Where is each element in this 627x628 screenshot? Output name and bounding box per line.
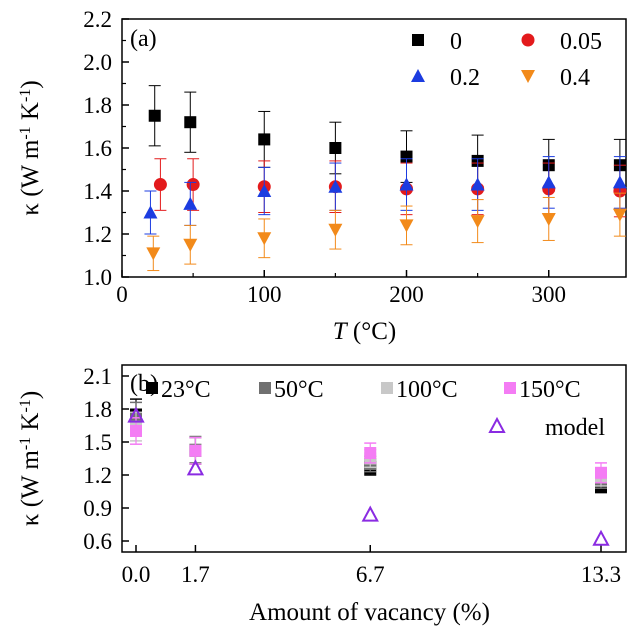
data-point: [130, 425, 142, 437]
data-point: [189, 445, 201, 457]
data-point: [613, 209, 627, 222]
legend-label: 50°C: [274, 377, 324, 403]
legend-label: model: [545, 415, 605, 441]
data-point: [471, 215, 485, 228]
panel-b: 0.60.91.21.51.82.10.0 1.7 6.7 13.3(b)Amount…: [17, 364, 627, 626]
y-tick-label: 2.0: [83, 50, 112, 75]
data-point: [613, 175, 627, 188]
x-tick-label: 13.3: [581, 562, 621, 587]
x-tick-label: 100: [247, 282, 282, 307]
x-tick-label: 6.7: [356, 562, 385, 587]
data-point: [257, 232, 271, 245]
data-point: [400, 219, 414, 232]
x-tick-label: 1.7: [181, 562, 210, 587]
y-tick-label: 0.6: [83, 529, 112, 554]
y-tick-label: 1.0: [83, 265, 112, 290]
y-tick-label: 1.8: [83, 93, 112, 118]
legend-label: 100°C: [396, 377, 458, 403]
data-point: [542, 213, 556, 226]
panel-label: (a): [130, 26, 157, 52]
legend-marker: [504, 382, 516, 394]
plot-frame: [122, 19, 626, 277]
data-point: [364, 447, 376, 459]
legend-marker: [522, 34, 535, 47]
y-axis-label: κ (W m-1 K-1): [17, 391, 45, 526]
legend-marker: [381, 382, 393, 394]
data-point: [149, 110, 161, 122]
x-axis-label: Amount of vacancy (%): [249, 599, 490, 626]
legend-marker: [412, 34, 424, 46]
data-point: [329, 142, 341, 154]
legend-marker: [411, 69, 425, 82]
y-axis-label: κ (W m-1 K-1): [17, 80, 45, 215]
y-tick-label: 1.6: [83, 136, 112, 161]
legend-label: 0.05: [560, 29, 602, 55]
data-point: [542, 175, 556, 188]
data-point: [183, 239, 197, 252]
y-tick-label: 1.2: [83, 222, 112, 247]
y-tick-label: 1.8: [83, 397, 112, 422]
x-tick-label: 300: [532, 282, 567, 307]
data-point: [400, 178, 414, 191]
legend-marker: [146, 382, 158, 394]
x-tick-label: 0: [116, 282, 128, 307]
data-point: [146, 247, 160, 260]
x-tick-label: 200: [389, 282, 424, 307]
x-tick-label: 0.0: [122, 562, 151, 587]
data-point: [471, 178, 485, 191]
y-tick-label: 2.1: [83, 364, 112, 389]
y-tick-label: 1.2: [83, 463, 112, 488]
y-tick-label: 1.4: [83, 179, 112, 204]
data-point: [187, 178, 200, 191]
legend-label: 0.4: [560, 65, 590, 91]
data-point: [328, 224, 342, 237]
data-point: [595, 467, 607, 479]
legend-label: 0: [450, 29, 462, 55]
data-point: [184, 116, 196, 128]
data-point: [594, 532, 608, 545]
data-point: [363, 508, 377, 521]
data-point: [154, 178, 167, 191]
legend-marker: [521, 70, 535, 83]
y-tick-label: 1.5: [83, 430, 112, 455]
panel-a: 1.0 1.2 1.4 1.6 1.8 2.0 2.2 0 100 200 300 (a) T (°C)…: [17, 7, 627, 345]
data-point: [183, 197, 197, 210]
legend-marker: [259, 382, 271, 394]
legend-label: 150°C: [519, 377, 581, 403]
legend-label: 0.2: [450, 65, 480, 91]
x-axis-label: T (°C): [333, 318, 396, 345]
legend-marker: [490, 419, 504, 432]
legend-label: 23°C: [161, 377, 211, 403]
y-tick-label: 0.9: [83, 496, 112, 521]
data-point: [258, 133, 270, 145]
y-tick-label: 2.2: [83, 7, 112, 32]
data-point: [143, 206, 157, 219]
